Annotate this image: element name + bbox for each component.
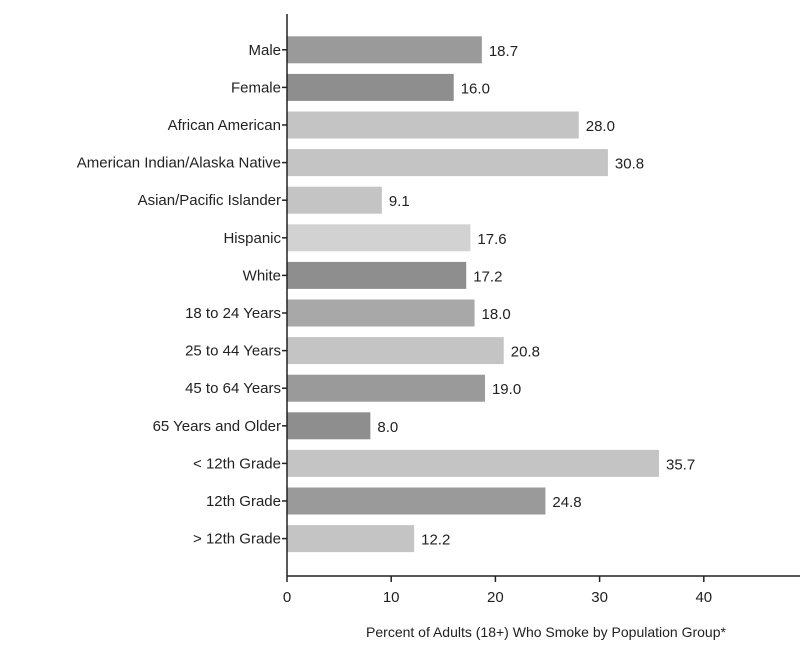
value-label: 17.2: [473, 268, 502, 285]
value-label: 24.8: [552, 494, 581, 511]
bar: [287, 374, 485, 402]
x-tick-label: 40: [695, 589, 712, 606]
bar: [287, 449, 659, 477]
value-label: 18.7: [489, 43, 518, 60]
category-label: Hispanic: [223, 230, 281, 247]
value-label: 8.0: [377, 419, 398, 436]
x-tick-label: 20: [487, 589, 504, 606]
category-label: Female: [231, 79, 281, 96]
category-label: < 12th Grade: [193, 455, 281, 472]
category-label: 18 to 24 Years: [185, 305, 281, 322]
category-label: 45 to 64 Years: [185, 380, 281, 397]
bar: [287, 487, 546, 515]
value-label: 12.2: [421, 532, 450, 549]
y-axis: Male Female African American American India…: [77, 14, 288, 576]
bar: [287, 412, 371, 440]
category-label: 25 to 44 Years: [185, 343, 281, 360]
bar: [287, 186, 382, 214]
x-tick-label: 10: [383, 589, 400, 606]
x-tick-label: 0: [283, 589, 291, 606]
value-label: 9.1: [389, 193, 410, 210]
bar: [287, 73, 454, 101]
bar: [287, 111, 579, 139]
category-label: Asian/Pacific Islander: [138, 192, 281, 209]
value-label: 18.0: [482, 306, 511, 323]
bar: [287, 149, 608, 177]
value-label: 16.0: [461, 80, 490, 97]
bar: [287, 337, 504, 365]
bar: [287, 36, 482, 64]
category-label: 65 Years and Older: [153, 418, 281, 435]
bar: [287, 261, 467, 289]
category-label: African American: [168, 117, 281, 134]
bars-group: 18.7 16.0 28.0 30.8 9.1 17.6 17.2 18.0 20.8 19.0 8…: [287, 36, 695, 553]
value-label: 20.8: [511, 344, 540, 361]
x-tick-label: 30: [591, 589, 608, 606]
category-label: Male: [248, 42, 281, 59]
value-label: 28.0: [586, 118, 615, 135]
category-label: American Indian/Alaska Native: [77, 155, 281, 172]
value-label: 30.8: [615, 156, 644, 173]
value-label: 19.0: [492, 381, 521, 398]
value-label: 17.6: [477, 231, 506, 248]
category-label: > 12th Grade: [193, 531, 281, 548]
x-axis-title: Percent of Adults (18+) Who Smoke by Pop…: [366, 624, 726, 640]
x-axis: 0 10 20 30 40: [283, 575, 800, 606]
bar: [287, 224, 471, 252]
bar: [287, 299, 475, 327]
category-label: White: [243, 267, 281, 284]
bar: [287, 525, 415, 553]
category-label: 12th Grade: [206, 493, 281, 510]
value-label: 35.7: [666, 456, 695, 473]
